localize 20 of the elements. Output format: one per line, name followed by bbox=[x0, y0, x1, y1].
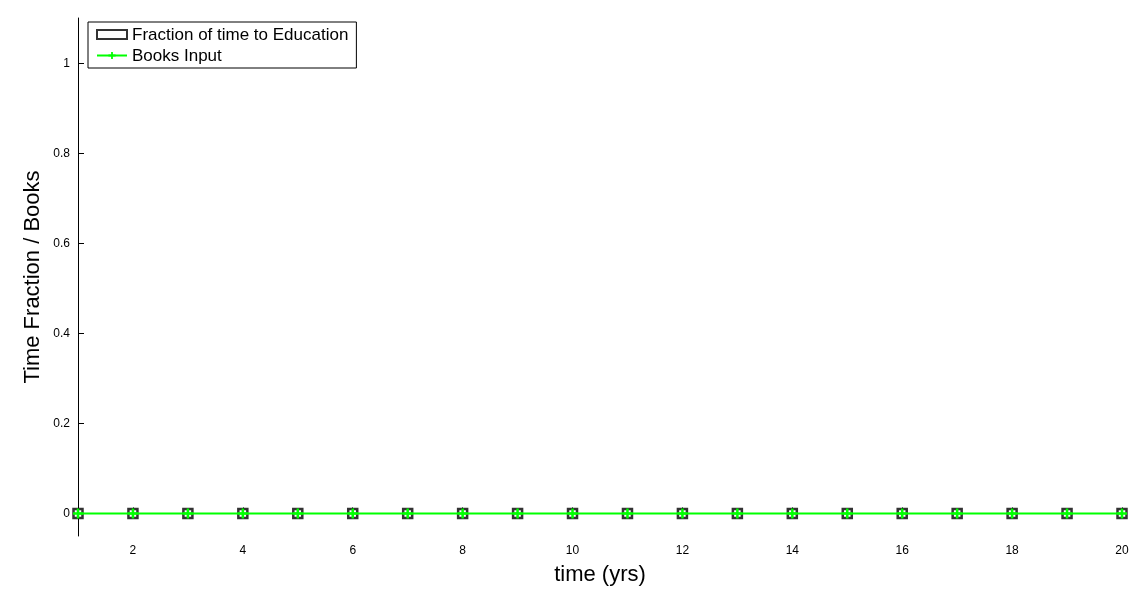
legend-label: Fraction of time to Education bbox=[132, 25, 349, 44]
x-tick-label: 18 bbox=[1005, 543, 1020, 557]
legend-label: Books Input bbox=[132, 46, 223, 65]
x-tick-label: 2 bbox=[129, 543, 137, 557]
x-tick-label: 4 bbox=[239, 543, 247, 557]
x-tick-label: 10 bbox=[565, 543, 580, 557]
x-axis-title: time (yrs) bbox=[554, 560, 646, 586]
y-tick-label: 0.2 bbox=[53, 416, 71, 431]
y-tick-label: 0.4 bbox=[53, 326, 71, 341]
x-tick-label: 14 bbox=[785, 543, 800, 557]
y-tick-label: 0.8 bbox=[53, 146, 71, 161]
y-tick-label: 0.6 bbox=[53, 236, 71, 251]
x-tick-label: 6 bbox=[349, 543, 357, 557]
y-tick-label: 0 bbox=[63, 506, 71, 521]
y-tick-label: 1 bbox=[63, 56, 71, 71]
y-axis-title: Time Fraction / Books bbox=[18, 170, 44, 384]
x-tick-label: 12 bbox=[675, 543, 690, 557]
x-tick-label: 8 bbox=[459, 543, 467, 557]
x-tick-label: 20 bbox=[1115, 543, 1129, 557]
x-tick-label: 16 bbox=[895, 543, 910, 557]
